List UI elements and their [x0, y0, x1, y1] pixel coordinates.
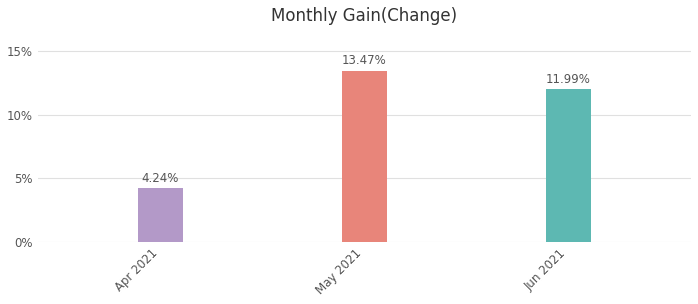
Bar	[342, 71, 387, 242]
Text: 13.47%: 13.47%	[342, 54, 387, 67]
Bar	[138, 188, 183, 242]
Title: Monthly Gain(Change): Monthly Gain(Change)	[272, 7, 457, 25]
Bar	[546, 89, 591, 242]
Text: 4.24%: 4.24%	[142, 172, 179, 185]
Text: 11.99%: 11.99%	[546, 73, 591, 86]
